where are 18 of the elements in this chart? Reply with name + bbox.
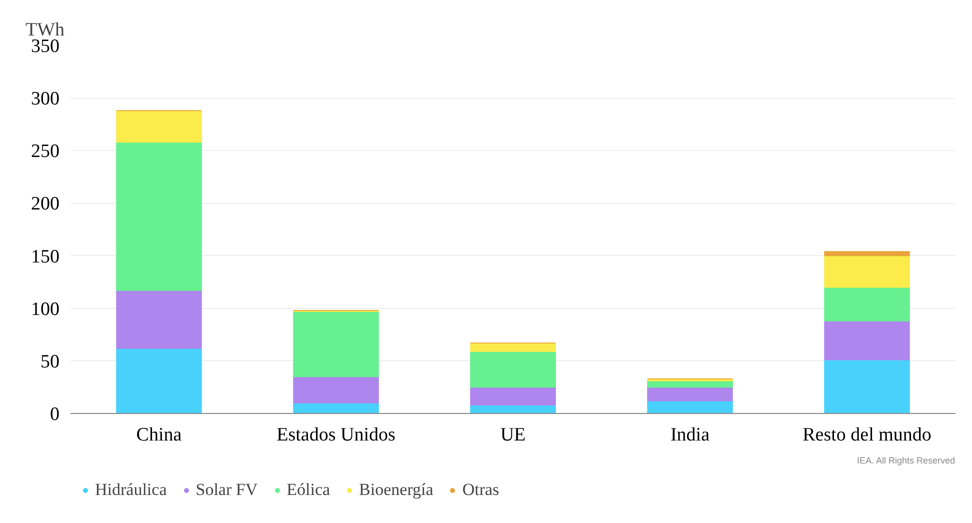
- y-tick-label: 50: [40, 351, 60, 372]
- x-tick-label: Resto del mundo: [802, 424, 932, 446]
- x-tick-label: UE: [500, 424, 526, 446]
- legend-label: Eólica: [286, 480, 330, 500]
- y-tick-label: 0: [50, 404, 60, 425]
- legend-label: Bioenergía: [359, 480, 434, 500]
- legend-label: Solar FV: [196, 480, 258, 500]
- legend-label: Hidráulica: [95, 480, 167, 500]
- x-tick-label: India: [670, 424, 710, 446]
- x-tick-label: China: [136, 424, 182, 446]
- y-tick-label: 300: [31, 88, 60, 110]
- legend-label: Otras: [462, 480, 500, 500]
- text: IEA. All Rights Reserved: [856, 456, 956, 466]
- y-tick-label: 250: [31, 141, 60, 162]
- y-tick-label: 200: [31, 194, 60, 215]
- x-tick-label: Estados Unidos: [276, 424, 396, 446]
- y-tick-label: 100: [31, 298, 60, 320]
- y-tick-label: 150: [31, 246, 60, 268]
